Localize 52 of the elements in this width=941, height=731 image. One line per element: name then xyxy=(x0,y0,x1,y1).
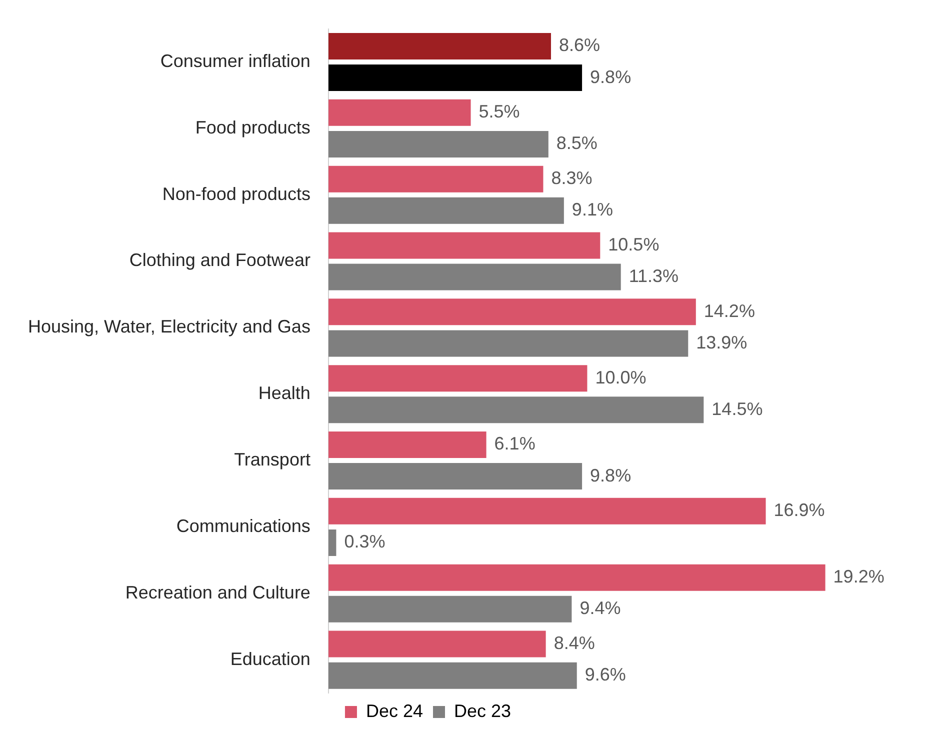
data-label: 8.4% xyxy=(554,632,595,653)
bar xyxy=(328,298,696,326)
legend-label: Dec 24 xyxy=(366,700,424,721)
y-tick-label: Communications xyxy=(176,516,310,536)
bar xyxy=(328,662,577,689)
data-label: 14.5% xyxy=(712,398,763,419)
y-tick-label: Housing, Water, Electricity and Gas xyxy=(28,316,310,337)
y-tick-label: Consumer inflation xyxy=(160,50,310,71)
bar xyxy=(328,463,582,490)
data-label: 9.8% xyxy=(590,66,632,87)
bar xyxy=(328,197,564,224)
y-tick-label: Clothing and Footwear xyxy=(129,250,310,270)
y-tick-label: Food products xyxy=(195,117,310,138)
y-tick-label: Recreation and Culture xyxy=(125,582,310,602)
data-label: 5.5% xyxy=(478,102,520,122)
bar xyxy=(328,529,336,556)
data-label: 13.9% xyxy=(696,332,748,352)
bar xyxy=(328,32,551,60)
data-label: 9.1% xyxy=(572,200,613,220)
data-label: 9.8% xyxy=(590,465,632,486)
data-label: 16.9% xyxy=(774,500,825,520)
bar xyxy=(328,596,572,622)
bar xyxy=(328,330,688,357)
data-label: 8.6% xyxy=(558,35,600,56)
data-label: 11.3% xyxy=(628,266,679,286)
bar xyxy=(328,432,486,458)
bar xyxy=(328,232,600,259)
data-label: 8.3% xyxy=(551,168,592,188)
data-label: 9.6% xyxy=(584,664,626,685)
data-label: 10.0% xyxy=(595,367,646,388)
data-label: 8.5% xyxy=(556,133,598,154)
bar xyxy=(328,166,544,192)
bar xyxy=(328,498,766,524)
bar xyxy=(328,564,826,591)
data-label: 0.3% xyxy=(344,532,386,552)
bar xyxy=(328,130,548,158)
data-label: 14.2% xyxy=(704,300,755,321)
bar xyxy=(328,264,621,290)
data-label: 19.2% xyxy=(833,566,884,587)
legend-label: Dec 23 xyxy=(454,700,512,721)
y-tick-label: Health xyxy=(258,383,310,404)
bar xyxy=(328,396,704,424)
data-label: 6.1% xyxy=(494,434,536,454)
bar xyxy=(328,630,546,658)
data-label: 9.4% xyxy=(580,598,621,618)
bar xyxy=(328,64,582,92)
y-tick-label: Non-food products xyxy=(162,184,310,204)
data-label: 10.5% xyxy=(608,234,660,254)
bar xyxy=(328,365,588,392)
y-tick-label: Transport xyxy=(234,450,310,470)
bar xyxy=(328,99,471,126)
y-tick-label: Education xyxy=(230,648,310,669)
